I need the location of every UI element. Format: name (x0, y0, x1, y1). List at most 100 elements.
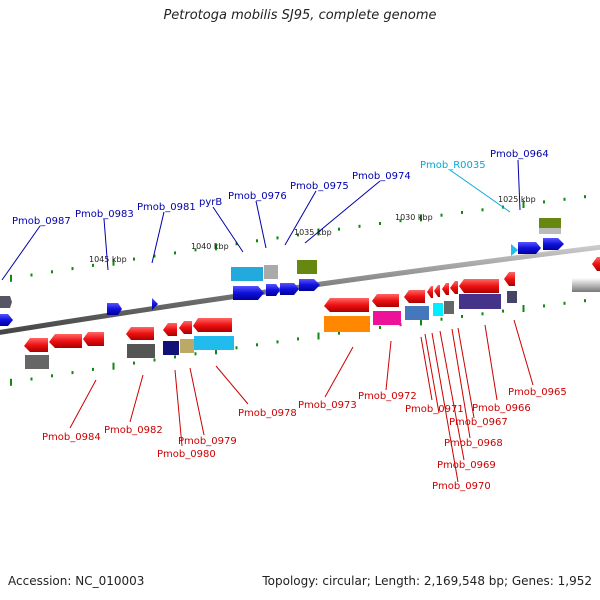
gene-arrow[interactable] (83, 332, 104, 346)
gene-label[interactable]: Pmob_0983 (75, 209, 134, 220)
scale-tick (215, 243, 217, 251)
gene-arrow[interactable] (324, 298, 369, 312)
gene-arrow[interactable] (459, 279, 499, 293)
gene-label[interactable]: Pmob_0984 (42, 432, 101, 443)
scale-tick (297, 337, 299, 341)
gene-block[interactable] (444, 301, 454, 314)
gene-arrow[interactable] (434, 285, 440, 297)
gene-block[interactable] (459, 294, 501, 309)
gene-arrow[interactable] (372, 294, 399, 307)
gene-arrow[interactable] (404, 290, 425, 303)
scale-tick-label: 1035 kbp (294, 228, 332, 237)
gene-block[interactable] (163, 341, 179, 355)
rna-leader-line (449, 169, 511, 213)
scale-tick (440, 213, 443, 217)
gene-block[interactable] (324, 316, 370, 332)
cog-band-lower (25, 278, 600, 369)
scale-tick (194, 352, 197, 356)
scale-tick-label: 1040 kbp (191, 242, 229, 251)
gene-block[interactable] (539, 228, 561, 234)
scale-tick (153, 358, 156, 362)
scale-tick-label: 1025 kbp (498, 195, 536, 204)
gene-label[interactable]: Pmob_0980 (157, 449, 216, 460)
gene-arrow[interactable] (450, 281, 458, 294)
scale-tick (133, 361, 135, 365)
gene-block[interactable] (264, 265, 278, 279)
gene-label[interactable]: Pmob_0972 (358, 391, 417, 402)
gene-block[interactable] (433, 303, 443, 316)
scale-tick (379, 222, 381, 225)
gene-arrow[interactable] (107, 303, 122, 315)
scale-labels: 1045 kbp 1040 kbp 1035 kbp 1030 kbp 1025… (89, 195, 536, 264)
gene-arrow[interactable] (0, 296, 12, 308)
gene-block[interactable] (405, 306, 429, 320)
gene-arrow[interactable] (163, 323, 177, 336)
gene-label[interactable]: Pmob_0968 (444, 438, 503, 449)
gene-arrow[interactable] (543, 238, 564, 250)
gene-arrow[interactable] (233, 286, 264, 300)
gene-label[interactable]: Pmob_R0035 (420, 160, 486, 171)
gene-arrow[interactable] (24, 338, 48, 352)
gene-label[interactable]: Pmob_0978 (238, 408, 297, 419)
gene-block[interactable] (231, 267, 263, 281)
scale-tick (133, 257, 135, 261)
scale-tick (71, 267, 74, 271)
gene-arrow[interactable] (518, 242, 541, 254)
gene-label[interactable]: Pmob_0981 (137, 202, 196, 213)
gene-block[interactable] (25, 355, 49, 369)
gene-label[interactable]: Pmob_0973 (298, 400, 357, 411)
scale-tick (584, 299, 586, 303)
gene-arrow[interactable] (504, 272, 515, 286)
gene-label[interactable]: Pmob_0982 (104, 425, 163, 436)
gene-arrow[interactable] (193, 318, 232, 332)
gene-arrow[interactable] (266, 284, 280, 296)
gene-label[interactable]: Pmob_0974 (352, 171, 411, 182)
gene-arrow[interactable] (280, 283, 299, 295)
gene-label[interactable]: Pmob_0976 (228, 191, 287, 202)
gene-block[interactable] (507, 291, 517, 303)
scale-tick (174, 251, 176, 255)
gene-block[interactable] (180, 339, 194, 353)
gene-label[interactable]: Pmob_0967 (449, 417, 508, 428)
scale-tick (584, 195, 586, 199)
gene-label[interactable]: Pmob_0969 (437, 460, 496, 471)
gene-arrow[interactable] (152, 298, 158, 310)
gene-block[interactable] (539, 218, 561, 230)
rna-gene[interactable] (511, 244, 518, 256)
scale-tick (71, 371, 74, 375)
scale-tick (481, 312, 484, 316)
gene-arrow[interactable] (49, 334, 82, 348)
scale-tick (174, 355, 176, 359)
scale-tick (10, 378, 12, 386)
scale-tick (440, 317, 443, 321)
gene-label[interactable]: Pmob_0979 (178, 436, 237, 447)
gene-label[interactable]: pyrB (199, 197, 222, 208)
gene-arrow[interactable] (126, 327, 154, 340)
scale-tick (297, 233, 299, 237)
gene-arrow[interactable] (427, 286, 433, 298)
scale-tick (153, 254, 156, 258)
gene-block[interactable] (373, 311, 401, 325)
gene-label[interactable]: Pmob_0966 (472, 403, 531, 414)
gene-arrow[interactable] (592, 257, 600, 271)
gene-label[interactable]: Pmob_0975 (290, 181, 349, 192)
gene-arrow[interactable] (179, 321, 192, 334)
gene-block[interactable] (297, 260, 317, 274)
gene-label[interactable]: Pmob_0964 (490, 149, 549, 160)
scale-tick (420, 214, 422, 222)
scale-tick (317, 332, 320, 340)
gene-arrow[interactable] (299, 279, 320, 291)
gene-arrow[interactable] (442, 283, 449, 295)
gene-block[interactable] (572, 278, 600, 292)
gene-label[interactable]: Pmob_0970 (432, 481, 491, 492)
scale-tick (92, 263, 94, 267)
gene-block[interactable] (194, 336, 234, 350)
map-title: Petrotoga mobilis SJ95, complete genome (163, 8, 437, 23)
gene-label[interactable]: Pmob_0971 (405, 404, 464, 415)
scale-tick (502, 309, 504, 313)
scale-tick (256, 239, 258, 243)
gene-block[interactable] (127, 344, 155, 358)
gene-label[interactable]: Pmob_0987 (12, 216, 71, 227)
gene-arrow[interactable] (0, 314, 13, 326)
gene-label[interactable]: Pmob_0965 (508, 387, 567, 398)
